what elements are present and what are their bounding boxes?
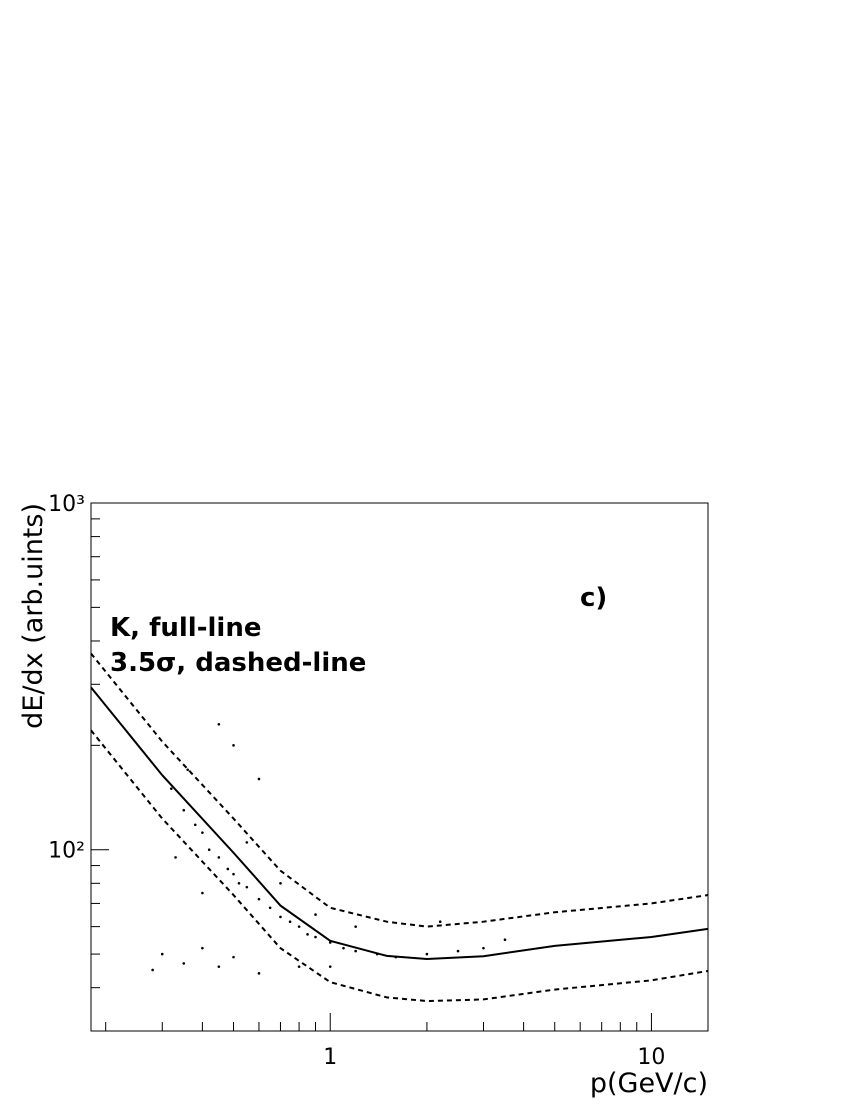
data-point	[201, 831, 204, 834]
x-tick-label: 10	[637, 1045, 665, 1070]
data-point	[151, 968, 154, 972]
x-axis-label: p(GeV/c)	[590, 1068, 708, 1099]
data-point	[288, 920, 292, 923]
data-point	[217, 722, 221, 726]
data-point	[438, 920, 442, 923]
data-point	[174, 856, 177, 859]
data-point	[257, 897, 261, 901]
data-point	[503, 938, 507, 942]
data-point	[182, 808, 186, 812]
data-point	[232, 872, 235, 876]
y-axis-label: dE/dx (arb.uints)	[18, 503, 49, 729]
data-point	[314, 935, 317, 939]
data-point	[306, 933, 309, 936]
data-point	[297, 965, 301, 968]
data-point	[201, 946, 204, 950]
data-point	[226, 867, 230, 871]
y-tick-label: 10³	[48, 492, 85, 517]
data-point	[237, 882, 241, 885]
data-point	[257, 972, 261, 975]
data-point	[354, 949, 357, 953]
data-point	[217, 965, 221, 968]
dashed-curve	[90, 729, 709, 1003]
annotation: c)	[580, 583, 607, 613]
annotation: K, full-line	[110, 613, 261, 643]
data-point	[425, 952, 429, 956]
data-point	[297, 925, 301, 928]
dashed-curve	[90, 652, 709, 928]
data-point	[232, 955, 235, 959]
data-point	[160, 952, 164, 956]
plot-frame	[90, 502, 709, 1032]
data-point	[279, 882, 282, 885]
data-point	[482, 946, 485, 950]
data-point	[193, 823, 197, 827]
data-point	[217, 856, 221, 859]
y-tick-label: 10²	[48, 839, 85, 864]
data-point	[354, 925, 357, 928]
data-point	[279, 915, 282, 919]
curve	[90, 686, 709, 960]
annotation: 3.5σ, dashed-line	[110, 648, 366, 678]
data-point	[328, 965, 332, 968]
data-point	[169, 787, 173, 790]
data-point	[456, 949, 460, 953]
data-point	[314, 913, 317, 916]
data-point	[207, 848, 211, 852]
data-point	[245, 841, 249, 844]
data-point	[186, 768, 189, 772]
data-point	[257, 777, 261, 781]
data-point	[232, 744, 235, 747]
data-point	[182, 962, 186, 965]
data-point	[342, 946, 345, 950]
data-point	[268, 906, 272, 910]
x-tick-label: 1	[323, 1045, 337, 1070]
data-point	[201, 891, 204, 895]
data-point	[245, 885, 249, 889]
